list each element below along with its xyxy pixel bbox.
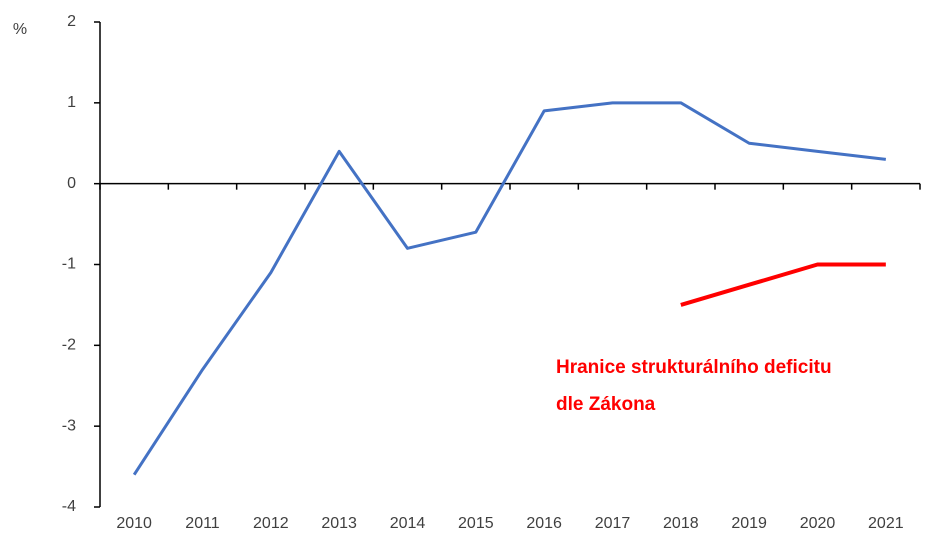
y-tick-label: -2: [62, 337, 76, 354]
annotation: Hranice strukturálního deficitu: [556, 357, 832, 378]
line-series: [680, 262, 886, 307]
x-tick-label: 2021: [868, 515, 904, 532]
y-tick-label: 1: [67, 94, 76, 111]
x-tick-label: 2014: [390, 515, 426, 532]
x-tick-label: 2010: [116, 515, 152, 532]
annotation: dle Zákona: [556, 394, 656, 415]
x-tick-label: 2016: [526, 515, 562, 532]
y-tick-label: -1: [62, 256, 76, 273]
x-tick-label: 2015: [458, 515, 494, 532]
x-tick-label: 2017: [595, 515, 631, 532]
x-tick-label: 2018: [663, 515, 699, 532]
y-tick-label: 2: [67, 13, 76, 30]
x-tick-label: 2011: [185, 515, 220, 532]
x-tick-label: 2013: [321, 515, 357, 532]
y-tick-label: -4: [62, 498, 76, 515]
y-axis-label: %: [13, 21, 27, 38]
x-tick-label: 2019: [731, 515, 767, 532]
y-tick-label: -3: [62, 417, 76, 434]
y-tick-label: 0: [67, 175, 76, 192]
line-series: [132, 101, 887, 476]
x-tick-label: 2012: [253, 515, 289, 532]
x-tick-label: 2020: [800, 515, 836, 532]
